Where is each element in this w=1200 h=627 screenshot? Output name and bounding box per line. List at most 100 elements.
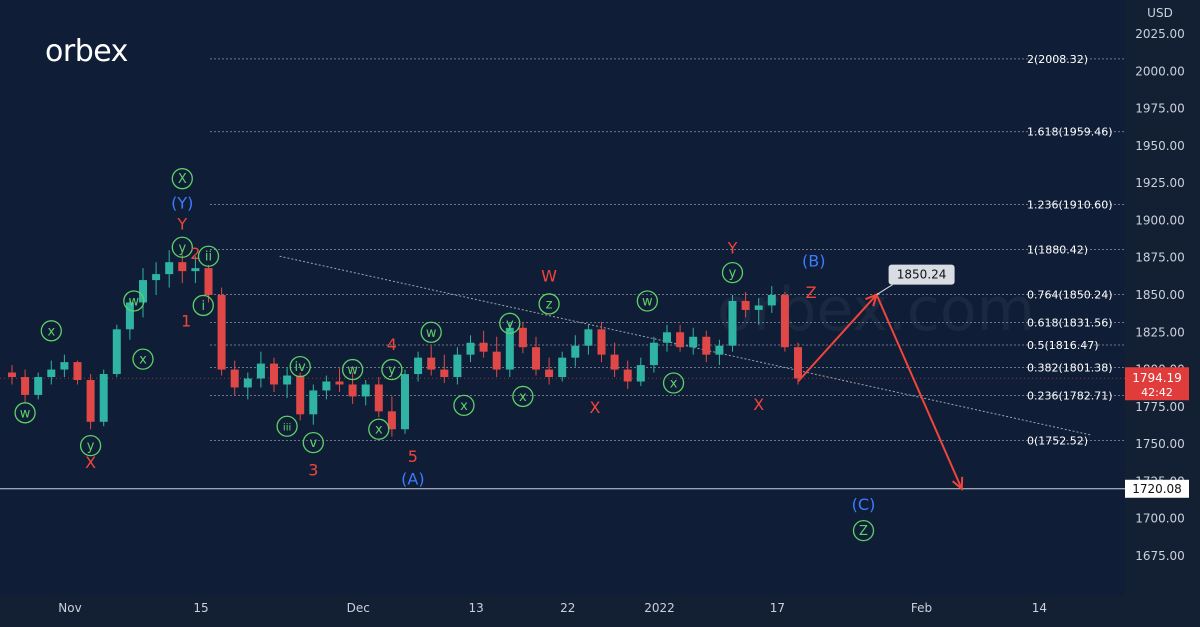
x-tick-label: 13 (468, 601, 483, 615)
candle-body (584, 329, 593, 346)
candle-body (663, 332, 671, 343)
wave-label: (A) (401, 469, 424, 488)
wave-label: i (201, 299, 205, 314)
y-tick-label: 1900.00 (1135, 213, 1185, 227)
wave-label: y (729, 266, 737, 281)
y-tick-label: 1925.00 (1135, 176, 1185, 190)
x-tick-label: Nov (58, 601, 81, 615)
x-tick-label: 17 (770, 601, 785, 615)
wave-label: w (20, 406, 31, 421)
candle-body (335, 381, 344, 385)
wave-label: x (139, 353, 147, 368)
candle-body (112, 329, 121, 375)
candle-body (230, 369, 239, 388)
y-tick-label: 1700.00 (1135, 512, 1185, 526)
fib-level-label: 1.618(1959.46) (1027, 126, 1113, 139)
candle-body (204, 268, 213, 295)
candle-body (348, 384, 357, 397)
candle-body (217, 295, 226, 370)
wave-label: y (87, 439, 95, 454)
x-tick-label: 14 (1032, 601, 1047, 615)
candle-body (505, 327, 514, 370)
candle-body (649, 342, 658, 366)
fib-level-label: 0.236(1782.71) (1027, 389, 1113, 402)
x-tick-label: 2022 (644, 601, 675, 615)
wave-label: 4 (387, 335, 397, 354)
wave-label: X (85, 453, 96, 472)
wave-label: Z (806, 283, 817, 302)
candle-body (676, 332, 685, 348)
y-tick-label: 1825.00 (1135, 325, 1185, 339)
y-tick-label: 1850.00 (1135, 288, 1185, 302)
candle-body (165, 262, 174, 275)
candle-body (322, 381, 331, 391)
x-tick-label: 22 (560, 601, 575, 615)
wave-label: ii (205, 250, 212, 265)
price-axis-panel (1125, 0, 1200, 627)
wave-label-circle (341, 358, 364, 381)
currency-label: USD (1147, 6, 1173, 20)
wave-label: z (546, 297, 553, 312)
candle-body (427, 357, 436, 370)
candle-body (558, 357, 567, 378)
wave-label-circle (171, 168, 193, 190)
wave-label: w (642, 294, 653, 309)
wave-label: 2 (190, 244, 200, 263)
candle-body (270, 363, 278, 385)
wave-label-circle (381, 358, 403, 381)
candle-body (414, 357, 423, 375)
wave-label: X (589, 398, 600, 417)
y-tick-label: 2000.00 (1135, 64, 1185, 78)
candle-body (623, 369, 632, 382)
support-price-label: 1720.08 (1132, 482, 1182, 496)
wave-label: x (460, 399, 468, 414)
candle-body (387, 411, 396, 430)
projection-segment (797, 293, 878, 383)
wave-label: y (506, 317, 514, 332)
wave-label-circle (302, 432, 324, 454)
x-tick-label: Feb (911, 601, 932, 615)
watermark: orbex.com (717, 275, 1035, 345)
candle-body (60, 362, 69, 370)
candle-body (453, 354, 462, 378)
candle-body (191, 268, 200, 272)
current-price-label: 1794.19 (1132, 371, 1182, 385)
candle-body (780, 295, 789, 348)
y-tick-label: 2025.00 (1135, 27, 1185, 41)
candle-body (597, 329, 606, 355)
wave-label-circle (276, 415, 298, 437)
wave-label-circle (171, 236, 193, 258)
wave-label-circle (40, 320, 62, 342)
wave-label-circle (14, 402, 36, 424)
fib-level-label: 0(1752.52) (1027, 434, 1088, 447)
candle-body (440, 369, 449, 378)
wave-label-circle (79, 434, 102, 457)
wave-label-circle (197, 245, 220, 267)
wave-label-circle (289, 355, 311, 378)
candle-body (21, 377, 30, 395)
candle-body (492, 351, 501, 370)
wave-label-circle (368, 418, 390, 440)
wave-label: y (178, 241, 186, 256)
candle-body (283, 375, 292, 385)
target-price-badge (888, 264, 955, 285)
candle-body (361, 384, 370, 397)
wave-label-circle (636, 290, 658, 312)
wave-label: (C) (852, 495, 876, 514)
candle-body (256, 363, 265, 379)
wave-label: iii (283, 423, 291, 434)
y-tick-label: 1675.00 (1135, 549, 1185, 563)
projection-segment (875, 294, 963, 490)
wave-label-circle (420, 321, 442, 343)
candle-body (125, 302, 134, 330)
x-tick-label: 15 (193, 601, 208, 615)
candle-body (401, 374, 409, 430)
wave-label-circle (662, 372, 685, 394)
candle-body (767, 295, 776, 306)
candle-body (86, 380, 95, 422)
fib-level-label: 0.764(1850.24) (1027, 289, 1113, 302)
candle-body (466, 342, 475, 355)
candle-body (139, 280, 147, 303)
wave-label: (B) (802, 252, 825, 271)
